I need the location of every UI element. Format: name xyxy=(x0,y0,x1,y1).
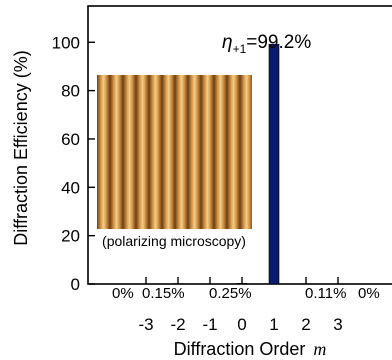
micrograph-caption: (polarizing microscopy) xyxy=(102,233,246,249)
x-axis-title: Diffraction Order m xyxy=(174,339,327,359)
x-tick-label--2: -2 xyxy=(170,315,185,334)
y-tick-label-60: 60 xyxy=(61,130,80,149)
value-labels: 0% 0.15% 0.25% 0.11% 0% xyxy=(112,285,380,302)
y-tick-label-100: 100 xyxy=(52,33,80,52)
y-axis: 0 20 40 60 80 100 xyxy=(52,33,95,294)
x-tick-label--1: -1 xyxy=(202,315,217,334)
y-tick-label-40: 40 xyxy=(61,178,80,197)
peak-efficiency-label: η+1=99.2% xyxy=(222,32,311,56)
bar-order-0 xyxy=(236,283,248,285)
value-label-order-minus-3: 0% xyxy=(112,285,134,302)
bar-order-1 xyxy=(268,43,280,285)
x-tick-label-3: 3 xyxy=(333,315,342,334)
y-tick-label-20: 20 xyxy=(61,227,80,246)
micrograph-image xyxy=(97,75,252,229)
value-label-order-0: 0.25% xyxy=(209,285,252,302)
x-tick-label-2: 2 xyxy=(301,315,310,334)
x-tick-label--3: -3 xyxy=(138,315,153,334)
value-label-order-2: 0.11% xyxy=(305,285,346,302)
x-axis: -3 -2 -1 0 1 2 3 xyxy=(138,277,343,334)
bar-series xyxy=(172,43,312,285)
y-tick-label-0: 0 xyxy=(71,275,80,294)
x-tick-label-1: 1 xyxy=(269,315,278,334)
value-label-order-3: 0% xyxy=(358,285,380,302)
micrograph-inset: (polarizing microscopy) xyxy=(97,75,252,249)
y-tick-label-80: 80 xyxy=(61,82,80,101)
x-tick-label-0: 0 xyxy=(237,315,246,334)
y-axis-title: Diffraction Efficiency (%) xyxy=(11,50,31,245)
value-label-order-minus-2: 0.15% xyxy=(142,285,185,302)
